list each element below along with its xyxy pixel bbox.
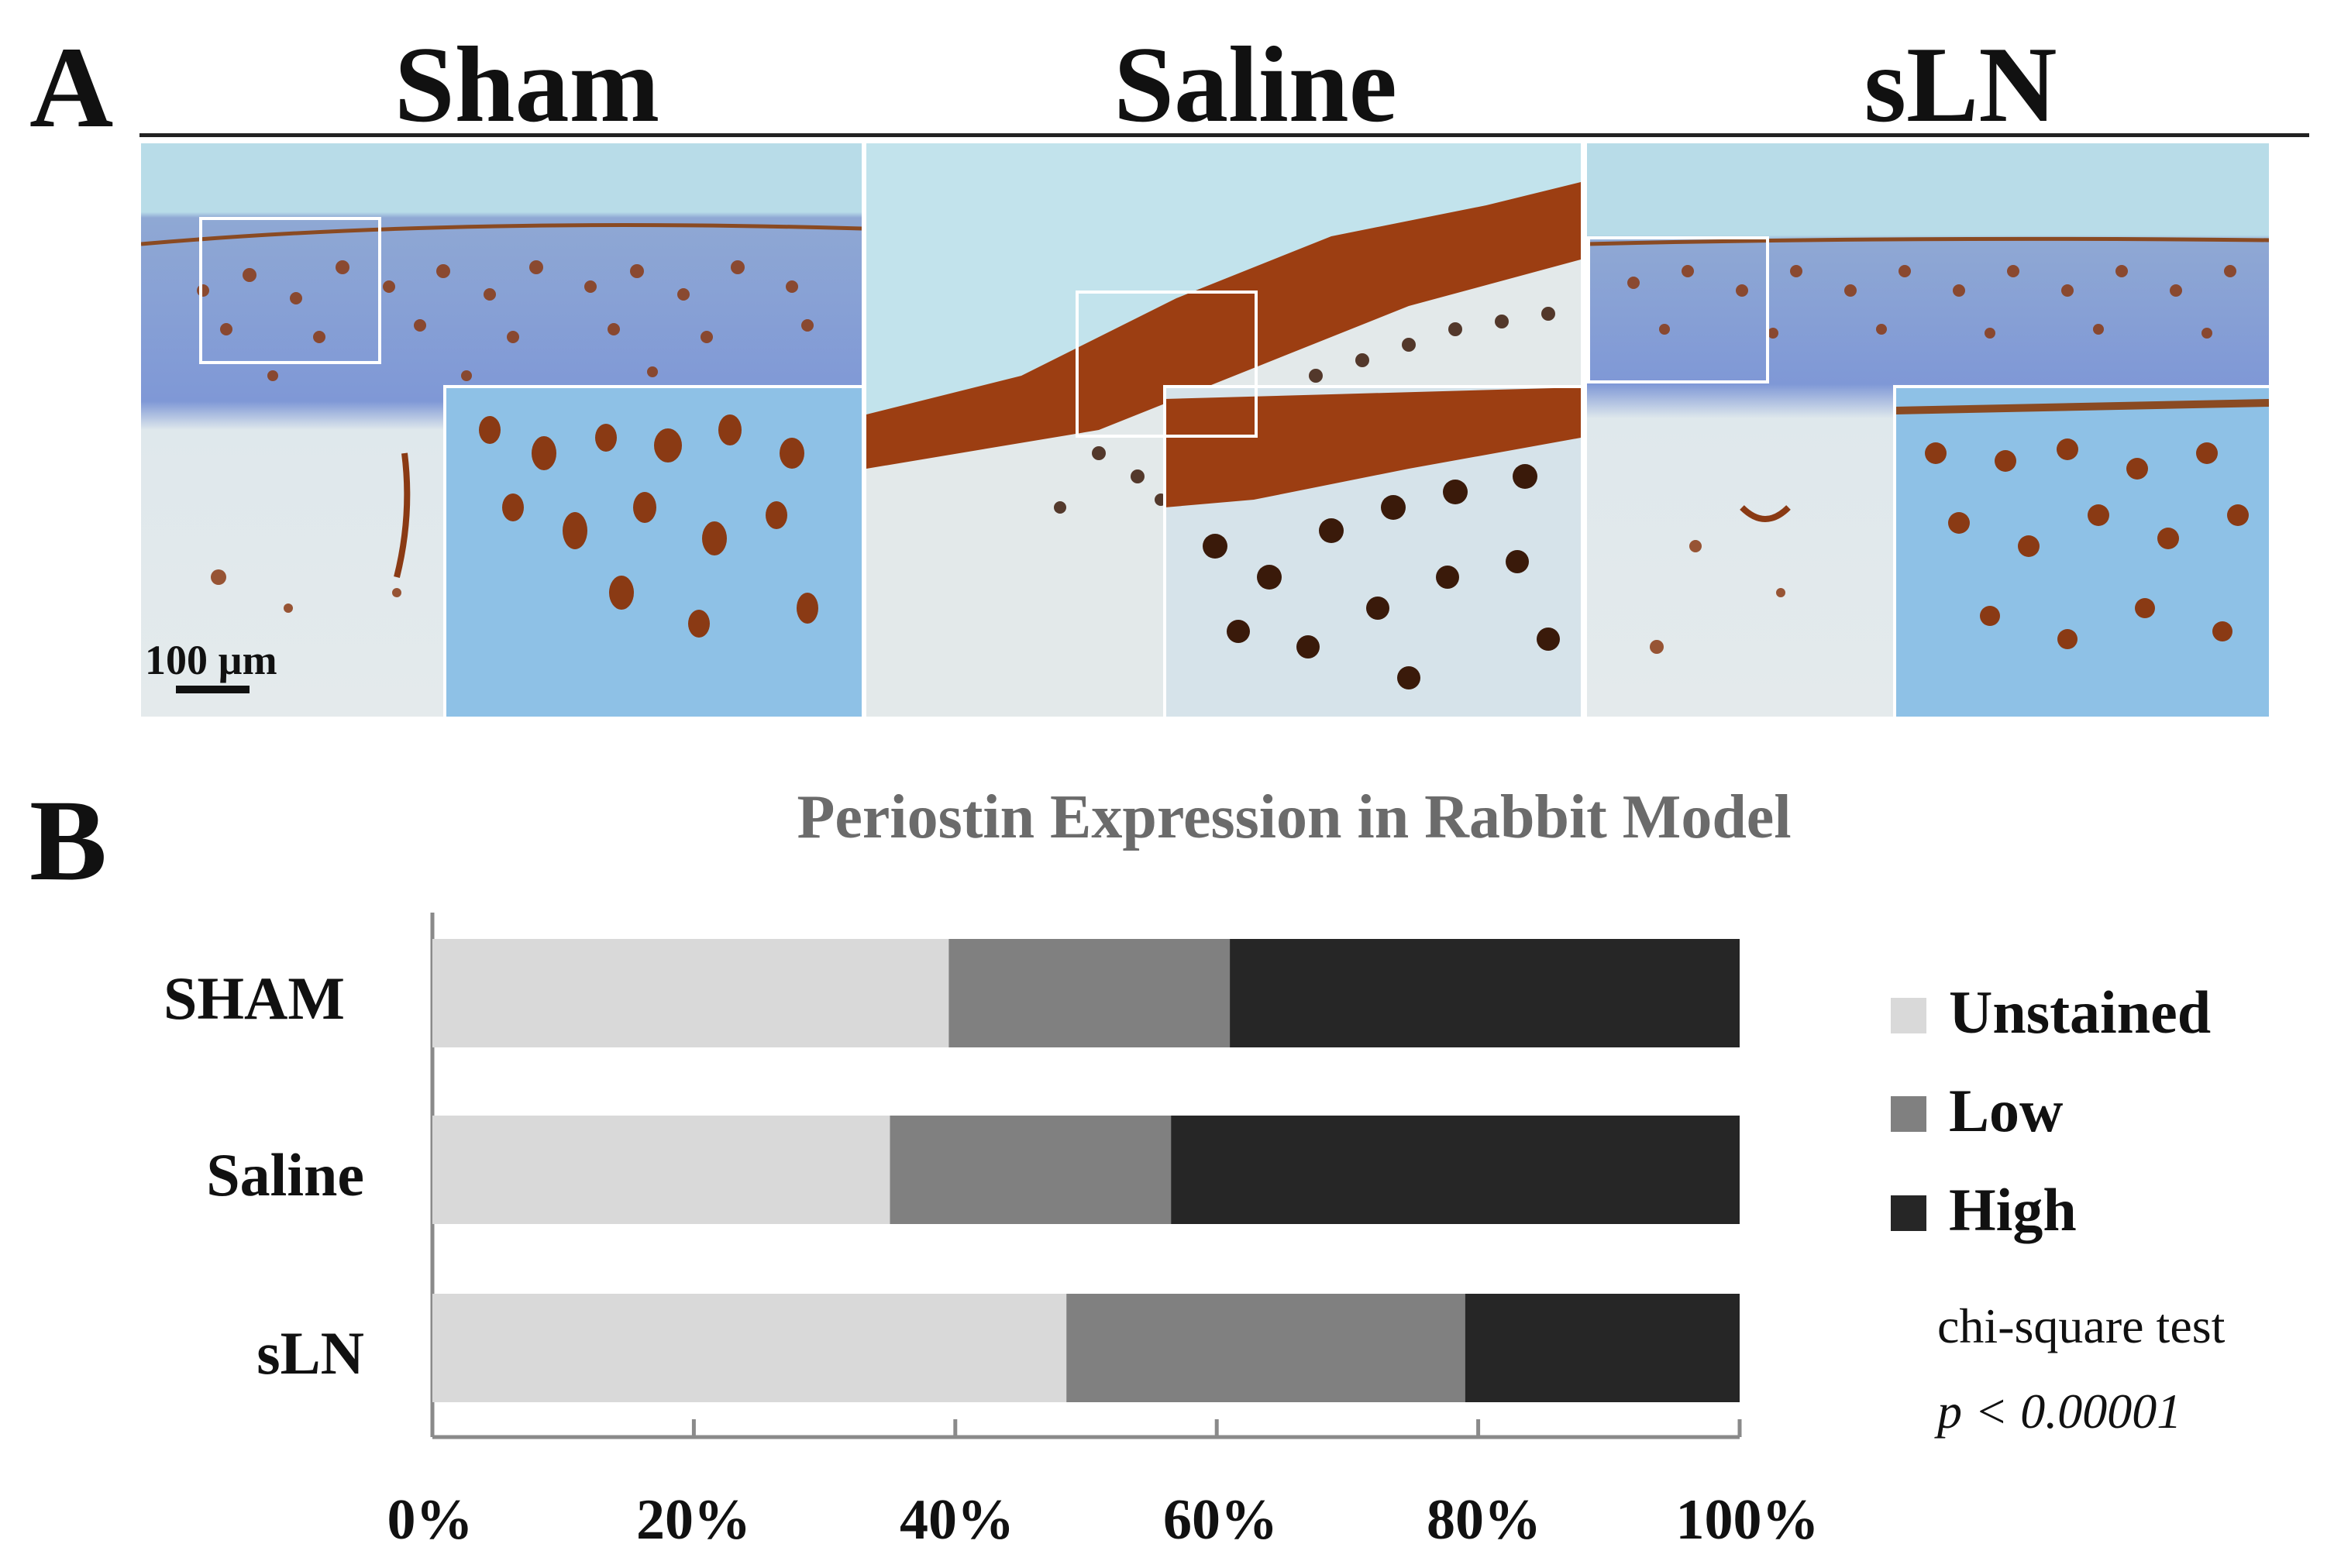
legend-label-unstained: Unstained xyxy=(1949,978,2212,1046)
stat-test-label: chi-square test xyxy=(1937,1298,2226,1353)
group-title-saline: Saline xyxy=(1114,25,1397,145)
panel-a-letter: A xyxy=(29,23,114,152)
legend-swatch-unstained xyxy=(1891,998,1926,1033)
category-label-sln: sLN xyxy=(256,1319,364,1387)
header-rule xyxy=(139,133,2309,137)
inset-frame-saline xyxy=(1163,385,1581,717)
group-title-sham: Sham xyxy=(394,25,660,145)
x-tick-label: 100% xyxy=(1675,1488,1819,1552)
x-tick-label: 80% xyxy=(1427,1488,1541,1552)
x-tick-label: 20% xyxy=(636,1488,751,1552)
p-value-label: p < 0.00001 xyxy=(1937,1384,2182,1439)
bar-low-saline xyxy=(890,1116,1172,1224)
bar-unstained-saline xyxy=(432,1116,890,1224)
bar-unstained-sham xyxy=(432,939,949,1047)
bar-unstained-sln xyxy=(432,1294,1067,1402)
panel-b-letter: B xyxy=(29,776,108,905)
bar-high-sham xyxy=(1230,939,1740,1047)
category-label-saline: Saline xyxy=(206,1141,364,1209)
bar-high-saline xyxy=(1171,1116,1740,1224)
x-tick-label: 40% xyxy=(900,1488,1014,1552)
inset-box-saline xyxy=(1076,291,1258,438)
inset-box-sham xyxy=(199,217,381,364)
micrograph-sln xyxy=(1587,143,2269,717)
legend-swatch-high xyxy=(1891,1195,1926,1231)
bar-low-sln xyxy=(1066,1294,1465,1402)
legend-label-high: High xyxy=(1949,1176,2077,1243)
inset-frame-sln xyxy=(1893,385,2269,717)
x-tick-label: 60% xyxy=(1163,1488,1278,1552)
bar-high-sln xyxy=(1465,1294,1740,1402)
group-title-sln: sLN xyxy=(1864,25,2057,145)
micrograph-saline xyxy=(866,143,1581,717)
inset-frame-sham xyxy=(443,385,862,717)
micrograph-sham: 100 µm xyxy=(141,143,862,717)
legend-label-low: Low xyxy=(1949,1077,2064,1144)
legend-swatch-low xyxy=(1891,1096,1926,1132)
scale-bar xyxy=(176,686,250,693)
bar-low-sham xyxy=(948,939,1231,1047)
scale-bar-label: 100 µm xyxy=(145,637,277,683)
inset-box-sln xyxy=(1587,236,1769,383)
x-tick-label: 0% xyxy=(387,1488,473,1552)
category-label-sham: SHAM xyxy=(164,965,345,1032)
chart-title: Periostin Expression in Rabbit Model xyxy=(797,783,1792,851)
